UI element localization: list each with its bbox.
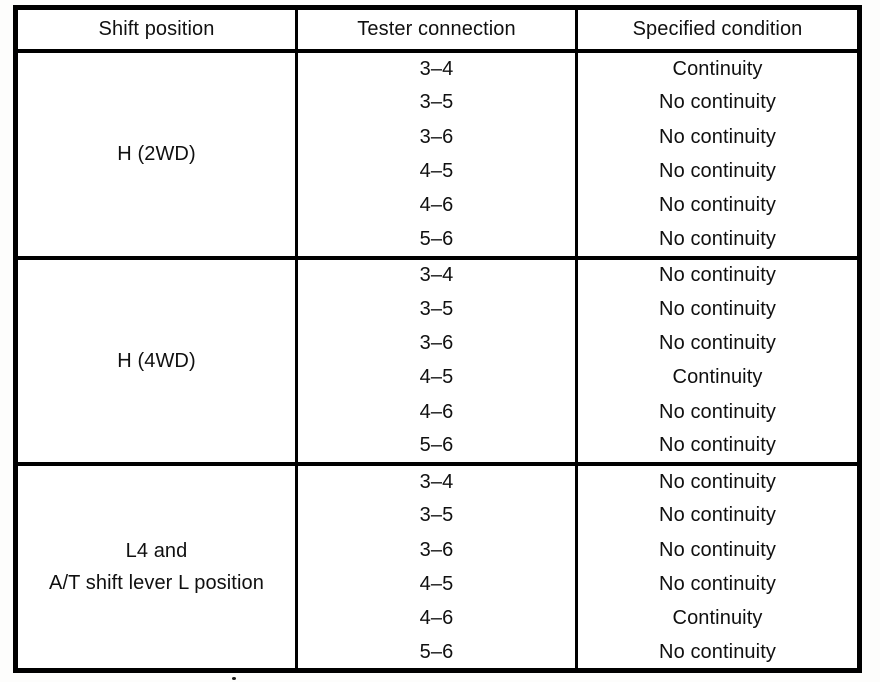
specified-condition-value: No continuity (575, 326, 861, 361)
table-row: 5–6 No continuity (16, 223, 861, 258)
specified-condition-value: No continuity (575, 257, 861, 292)
specified-condition-value: No continuity (575, 567, 861, 602)
table-row: 4–6 Continuity (16, 601, 861, 637)
shift-position-cell: H (4WD) (14, 257, 298, 464)
tester-connection-value: 4–5 (295, 360, 578, 396)
header-specified-condition: Specified condition (575, 7, 861, 53)
specified-condition-value: No continuity (575, 291, 861, 327)
tester-connection-value: 3–6 (295, 532, 578, 568)
specified-condition-value: No continuity (575, 429, 861, 464)
table-row: 3–5 No continuity (16, 85, 861, 120)
group-h-4wd: H (4WD) 3–4 No continuity 3–5 No continu… (14, 257, 861, 464)
table-row: 4–6 No continuity (16, 395, 861, 430)
tester-connection-value: 4–6 (295, 188, 578, 224)
header-row: Shift position Tester connection Specifi… (14, 7, 861, 53)
table-row: 5–6 No continuity (16, 429, 861, 464)
tester-connection-value: 3–5 (295, 498, 578, 533)
tester-connection-value: 3–6 (295, 326, 578, 361)
tester-connection-value: 3–5 (295, 85, 578, 120)
header-shift-position: Shift position (14, 7, 298, 53)
specified-condition-value: No continuity (575, 395, 861, 430)
tester-connection-value: 5–6 (295, 429, 578, 464)
tester-connection-value: 5–6 (295, 636, 578, 671)
continuity-specification-table: Shift position Tester connection Specifi… (13, 5, 862, 673)
header-tester-connection: Tester connection (295, 7, 578, 53)
shift-position-cell: H (2WD) (14, 51, 298, 258)
table-row: 3–5 No continuity (16, 291, 861, 327)
tester-connection-value: 3–4 (295, 464, 578, 499)
shift-position-cell: L4 and A/T shift lever L position (14, 464, 298, 671)
tester-connection-value: 4–6 (295, 395, 578, 430)
tester-connection-value: 4–6 (295, 601, 578, 637)
table-row: 5–6 No continuity (16, 636, 861, 671)
specified-condition-value: No continuity (575, 636, 861, 671)
table-row: 3–5 No continuity (16, 498, 861, 533)
specified-condition-value: No continuity (575, 223, 861, 258)
specified-condition-value: No continuity (575, 85, 861, 120)
tester-connection-value: 5–6 (295, 223, 578, 258)
tester-connection-value: 3–4 (295, 51, 578, 86)
specified-condition-value: No continuity (575, 188, 861, 224)
table-row: H (2WD) 3–4 Continuity (14, 51, 861, 258)
shift-position-label-line2: A/T shift lever L position (49, 572, 264, 594)
tester-connection-value: 3–5 (295, 291, 578, 327)
table-row: L4 and A/T shift lever L position 3–4 No… (14, 464, 861, 671)
tester-connection-value: 4–5 (295, 154, 578, 189)
tester-connection-value: 3–4 (295, 257, 578, 292)
specified-condition-value: No continuity (575, 154, 861, 189)
specified-condition-value: Continuity (575, 601, 861, 637)
table-row: 3–6 No continuity (16, 532, 861, 568)
shift-position-label: H (4WD) (117, 349, 196, 372)
group-h-2wd: H (2WD) 3–4 Continuity 3–5 No continuity… (14, 51, 861, 258)
specified-condition-value: Continuity (575, 360, 861, 396)
specified-condition-value: Continuity (575, 51, 861, 86)
table-row: 4–5 Continuity (16, 360, 861, 396)
shift-position-label: H (2WD) (117, 143, 196, 166)
table-row: 4–6 No continuity (16, 188, 861, 224)
table-row: 4–5 No continuity (16, 154, 861, 189)
tester-connection-value: 3–6 (295, 119, 578, 155)
tester-connection-value: 4–5 (295, 567, 578, 602)
scan-artifact-dot (232, 677, 236, 680)
shift-position-label: L4 and (125, 540, 188, 562)
table-row: 4–5 No continuity (16, 567, 861, 602)
specified-condition-value: No continuity (575, 464, 861, 499)
group-l4-at-lever: L4 and A/T shift lever L position 3–4 No… (14, 464, 861, 671)
table-row: 3–6 No continuity (16, 119, 861, 155)
specified-condition-value: No continuity (575, 532, 861, 568)
table-row: 3–6 No continuity (16, 326, 861, 361)
specified-condition-value: No continuity (575, 119, 861, 155)
specified-condition-value: No continuity (575, 498, 861, 533)
table-row: H (4WD) 3–4 No continuity (14, 257, 861, 464)
